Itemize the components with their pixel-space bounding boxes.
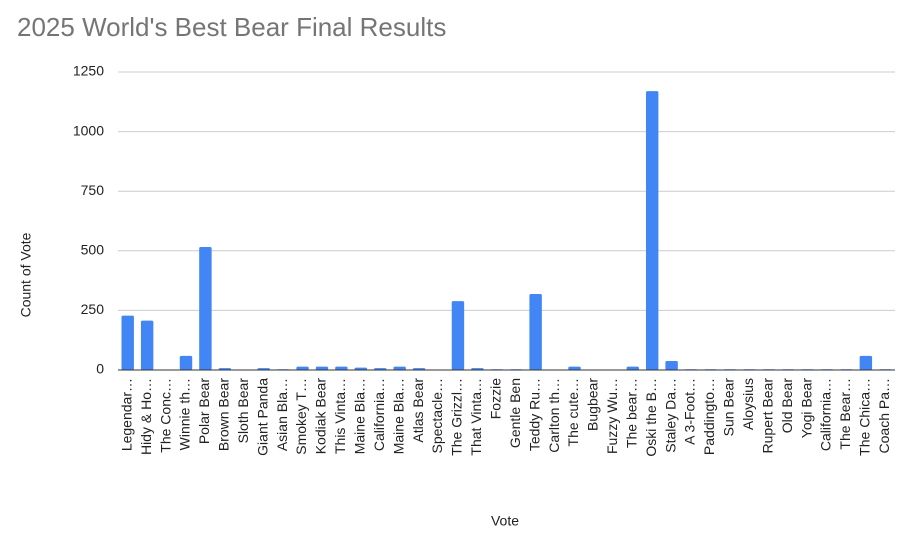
x-tick-label: The bear… xyxy=(623,378,639,448)
x-tick-label: Rupert Bear xyxy=(759,378,775,454)
x-tick-label: Bugbear xyxy=(585,378,601,431)
x-tick-label: California… xyxy=(371,378,387,451)
x-tick-label: Coach Pa… xyxy=(876,378,892,453)
x-tick-label: Maine Bla… xyxy=(390,378,406,454)
bar xyxy=(626,366,639,370)
bar xyxy=(179,355,193,370)
bar xyxy=(529,293,542,370)
y-tick-label: 1250 xyxy=(73,63,104,79)
x-tick-label: Sun Bear xyxy=(721,378,737,437)
x-tick-label: Winnie th… xyxy=(177,378,193,450)
y-tick-label: 250 xyxy=(81,301,105,317)
x-tick-label: Kodiak Bear xyxy=(313,378,329,455)
y-tick-label: 750 xyxy=(81,182,105,198)
x-axis-label: Vote xyxy=(491,513,519,529)
bar xyxy=(393,366,406,370)
x-tick-label: Staley Da… xyxy=(662,378,678,453)
x-tick-label: The Bear… xyxy=(837,378,853,450)
chart-title: 2025 World's Best Bear Final Results xyxy=(17,12,446,42)
x-tick-label: Giant Panda xyxy=(254,378,270,456)
x-tick-label: Paddingto… xyxy=(701,378,717,455)
x-tick-label: The cute… xyxy=(565,378,581,446)
x-tick-label: Fuzzy Wu… xyxy=(604,378,620,454)
x-tick-label: Atlas Bear xyxy=(410,378,426,443)
x-tick-label: Asian Bla… xyxy=(274,378,290,451)
bar xyxy=(568,366,581,370)
x-tick-label: Smokey T… xyxy=(293,378,309,455)
bar xyxy=(296,366,309,370)
x-tick-label: Polar Bear xyxy=(196,378,212,444)
y-tick-label: 500 xyxy=(81,242,105,258)
x-tick-label: The Conc… xyxy=(157,378,173,453)
bar xyxy=(451,301,465,370)
bar xyxy=(665,360,678,370)
x-tick-label: Teddy Ru… xyxy=(526,378,542,451)
x-tick-label: That Vinta… xyxy=(468,378,484,456)
y-tick-label: 0 xyxy=(96,361,104,377)
x-tick-label: Brown Bear xyxy=(216,378,232,451)
x-tick-label: Oski the B… xyxy=(643,378,659,457)
x-tick-label: Fozzie xyxy=(487,378,503,419)
x-tick-label: Aloysius xyxy=(740,378,756,430)
x-tick-label: The Grizzl… xyxy=(449,378,465,456)
x-tick-label: Spectacle… xyxy=(429,378,445,453)
y-tick-label: 1000 xyxy=(73,122,104,138)
x-tick-label: Sloth Bear xyxy=(235,378,251,444)
bar xyxy=(140,320,154,370)
bar xyxy=(335,366,348,370)
bar xyxy=(121,315,134,370)
x-tick-label: The Chica… xyxy=(857,378,873,456)
x-tick-label: Old Bear xyxy=(779,378,795,434)
bar xyxy=(645,91,659,371)
y-axis-label: Count of Vote xyxy=(18,232,34,317)
x-tick-label: Hidy & Ho… xyxy=(138,378,154,455)
bar xyxy=(859,355,873,370)
bar xyxy=(199,246,212,370)
x-tick-label: Gentle Ben xyxy=(507,378,523,448)
x-tick-label: Maine Bla… xyxy=(352,378,368,454)
x-tick-label: Legendar… xyxy=(118,378,134,451)
x-tick-label: California… xyxy=(818,378,834,451)
x-tick-label: Yogi Bear xyxy=(798,378,814,439)
x-tick-label: Carlton th… xyxy=(546,378,562,453)
bar xyxy=(315,366,329,370)
x-tick-label: This Vinta… xyxy=(332,378,348,454)
bar xyxy=(354,367,368,370)
x-tick-label: A 3-Foot… xyxy=(682,378,698,445)
